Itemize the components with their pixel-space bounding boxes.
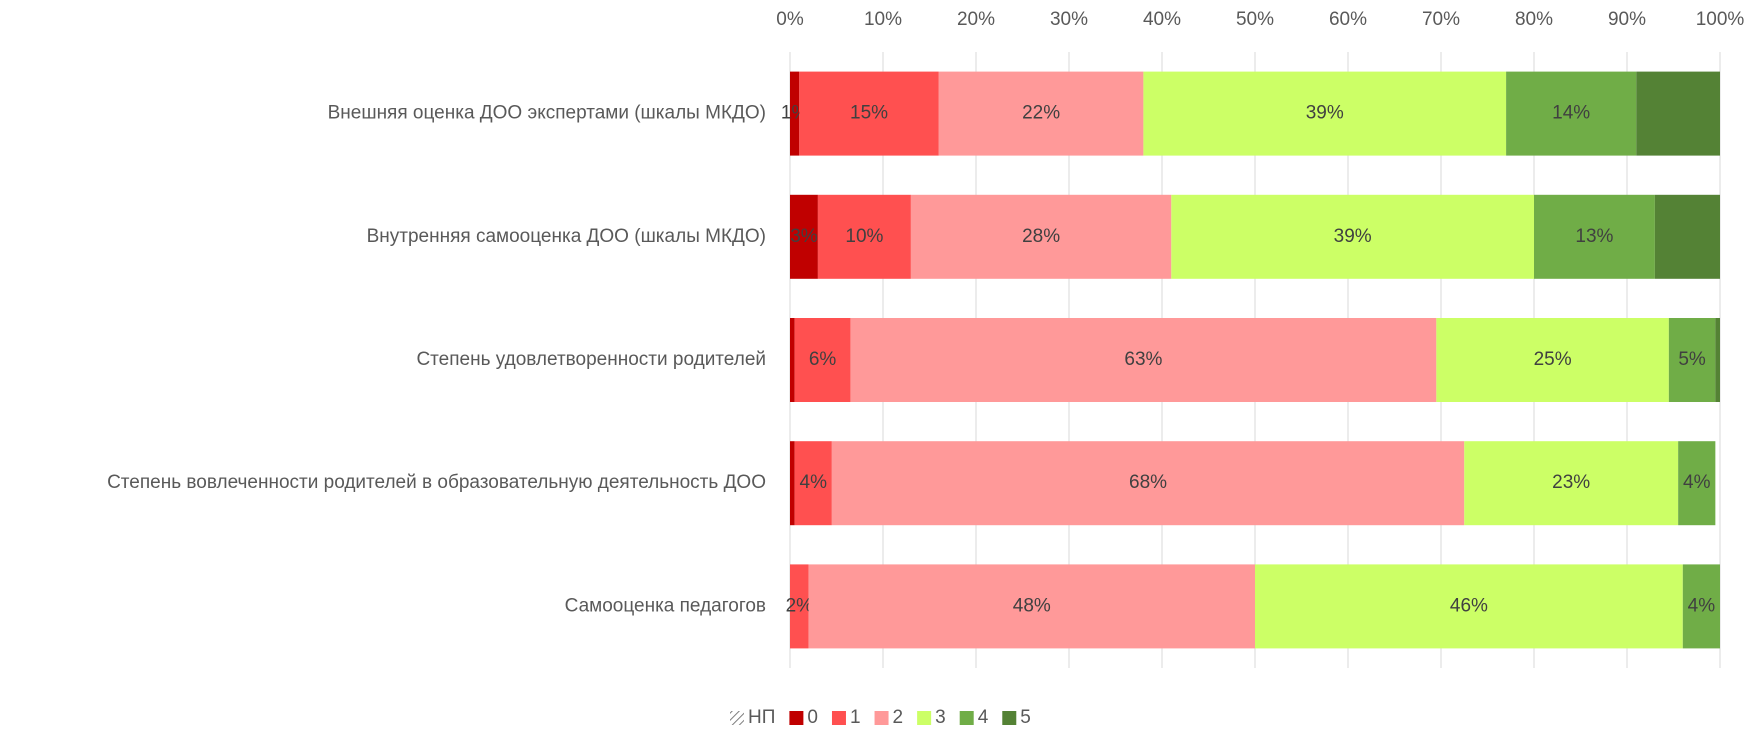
bar-segment [1636,71,1720,156]
x-tick-label: 90% [1608,9,1646,30]
legend-swatch [1002,711,1017,725]
bar-segment [831,441,1465,526]
data-label: 63% [1124,349,1162,370]
data-label: 5% [1678,349,1706,370]
data-label: 15% [850,103,888,124]
x-tick-label: 10% [864,9,902,30]
bar-segment [1436,318,1669,402]
data-label: 28% [1022,226,1060,247]
legend-label: 3 [935,707,946,728]
bar-segment [790,564,809,649]
x-tick-label: 60% [1329,9,1367,30]
bar-segment [790,318,795,402]
bar-segment [1715,318,1720,402]
legend-swatch [959,711,974,725]
bar-segment [1534,194,1655,279]
data-label: 10% [845,226,883,247]
x-tick-label: 40% [1143,9,1181,30]
x-tick-label: 20% [957,9,995,30]
legend-label: НП [748,707,775,728]
data-label: 48% [1013,595,1051,616]
bar-segment [1143,71,1507,156]
legend-swatch [874,711,889,725]
bar-segment [910,194,1172,279]
legend-label: 0 [807,707,818,728]
data-label: 23% [1552,472,1590,493]
y-tick-label: Степень вовлеченности родителей в образо… [107,472,766,493]
bar-segment [817,194,911,279]
x-tick-label: 100% [1696,9,1745,30]
bar-segment [1668,318,1716,402]
data-label: 46% [1450,595,1488,616]
data-label: 3% [790,226,818,247]
legend-swatch [831,711,846,725]
bar-segment [790,441,795,526]
data-label: 13% [1575,226,1613,247]
data-label: 39% [1306,103,1344,124]
bar-segment [1255,564,1683,649]
bar-segment [938,71,1144,156]
data-label: 68% [1129,472,1167,493]
x-tick-label: 30% [1050,9,1088,30]
data-label: 4% [800,472,828,493]
x-tick-label: 50% [1236,9,1274,30]
y-tick-label: Самооценка педагогов [565,595,766,616]
legend-label: 4 [978,707,989,728]
legend-swatch [730,711,744,725]
legend-label: 5 [1020,707,1031,728]
bar-segment [794,318,851,402]
bar-segment [794,441,832,526]
data-label: 22% [1022,103,1060,124]
data-label: 14% [1552,103,1590,124]
bar-segment [790,71,800,156]
y-tick-label: Степень удовлетворенности родителей [416,349,766,370]
data-label: 6% [809,349,837,370]
data-label: 25% [1534,349,1572,370]
x-tick-label: 70% [1422,9,1460,30]
legend-label: 1 [850,707,861,728]
y-tick-label: Внешняя оценка ДОО экспертами (шкалы МКД… [328,103,766,124]
bar-segment [1171,194,1534,279]
bar-segment [1506,71,1637,156]
legend-label: 2 [893,707,904,728]
y-tick-label: Внутренняя самооценка ДОО (шкалы МКДО) [367,226,766,247]
bar-segment [799,71,939,156]
legend-swatch [917,711,932,725]
bar-segment [1654,194,1720,279]
data-label: 4% [1688,595,1716,616]
bar-segment [1682,564,1720,649]
bar-segment [790,194,818,279]
data-label: 4% [1683,472,1711,493]
legend-swatch [789,711,804,725]
data-label: 2% [786,595,814,616]
bar-segment [850,318,1437,402]
bar-segment [1464,441,1679,526]
data-label: 39% [1334,226,1372,247]
x-tick-label: 80% [1515,9,1553,30]
x-tick-label: 0% [776,9,804,30]
bar-segment [1678,441,1716,526]
bar-segment [808,564,1255,649]
